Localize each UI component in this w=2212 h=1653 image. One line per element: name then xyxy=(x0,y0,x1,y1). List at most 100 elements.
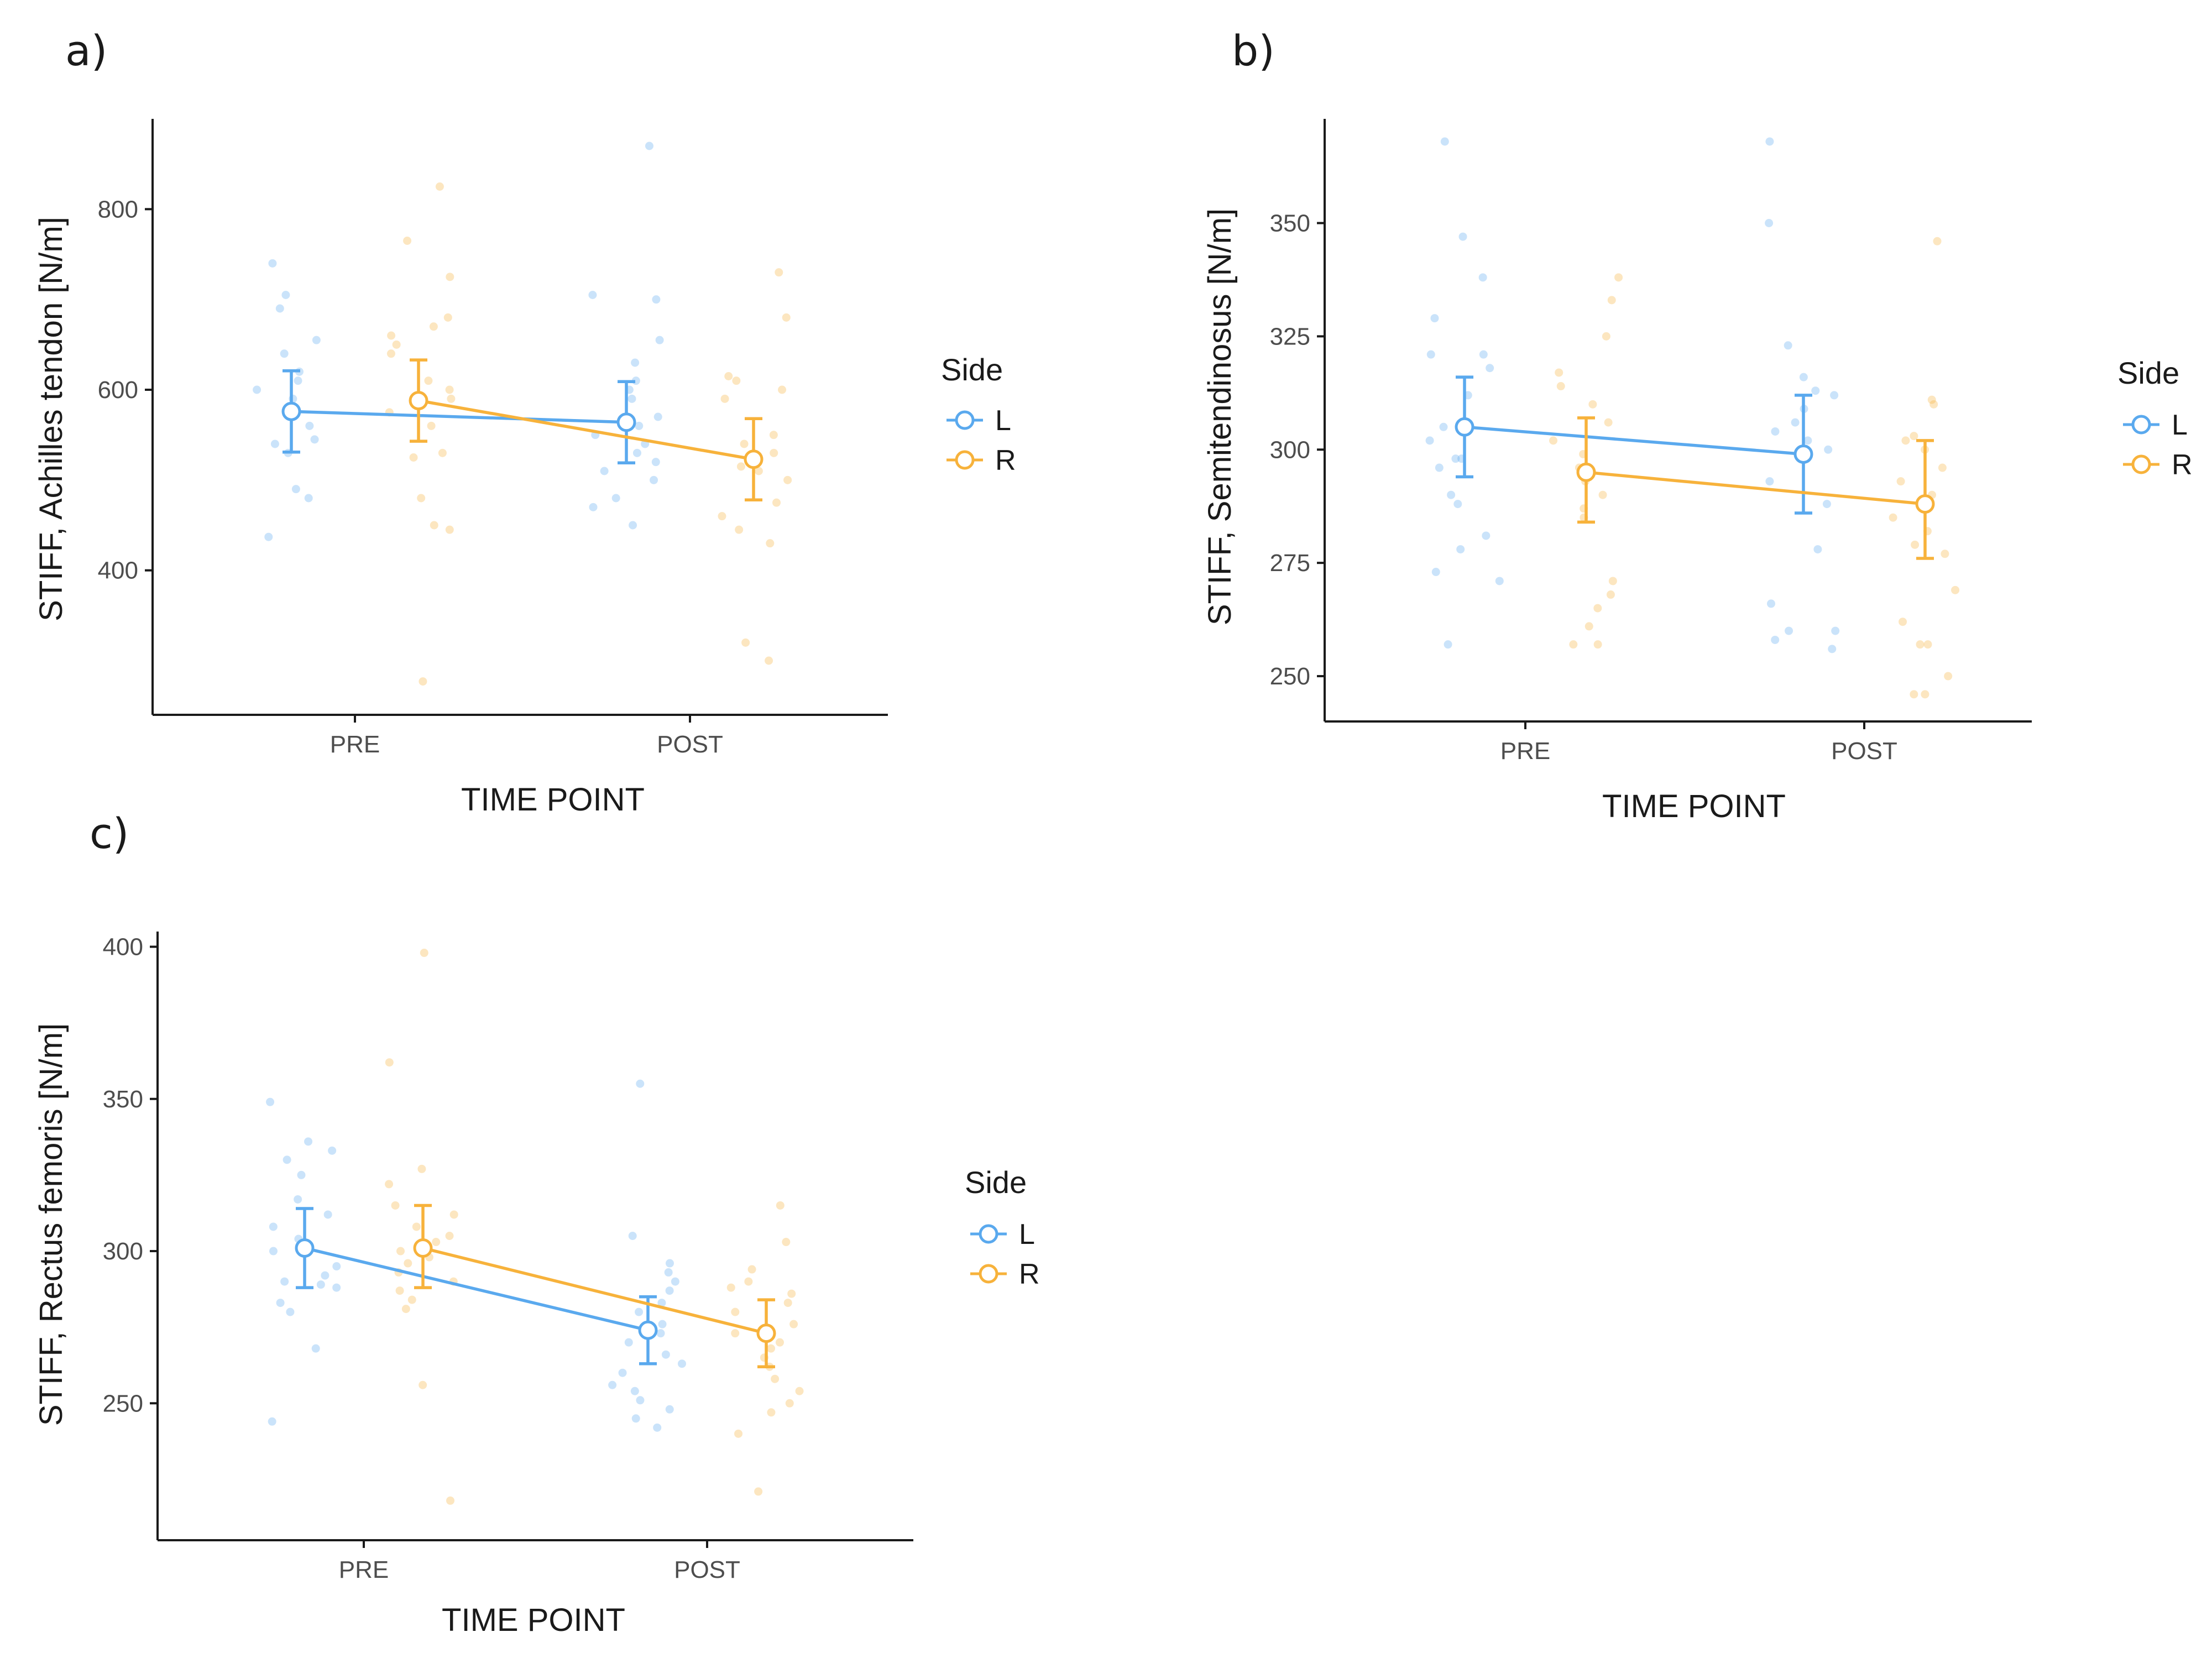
panel-c-plot-area: 250 300 350 400 PRE POST xyxy=(103,932,913,1583)
panel-b-data-point-R xyxy=(1585,622,1593,631)
panel-c-data-point-L xyxy=(653,1423,662,1432)
panel-b-x-tick-label: POST xyxy=(1831,737,1897,765)
panel-a-data-point-L xyxy=(281,291,290,299)
panel-b-data-point-L xyxy=(1824,445,1833,454)
panel-a-data-point-L xyxy=(291,485,300,494)
panel-c-data-point-R xyxy=(747,1265,756,1274)
panel-a-mean-marker-L xyxy=(616,412,636,432)
panel-c-data-point-L xyxy=(671,1277,679,1286)
panel-c-legend: Side L R xyxy=(965,1165,1040,1290)
panel-b-data-point-R xyxy=(1608,577,1617,585)
panel-c-data-point-L xyxy=(316,1280,325,1289)
panel-a-data-point-R xyxy=(430,521,438,530)
panel-c-data-point-R xyxy=(385,1180,394,1189)
panel-b-data-point-L xyxy=(1439,422,1448,431)
panel-c-data-point-L xyxy=(266,1097,275,1106)
panel-b-data-point-L xyxy=(1771,635,1780,644)
panel-c-data-point-L xyxy=(661,1350,670,1359)
panel-b-data-point-L xyxy=(1831,626,1840,635)
panel-a-data-point-L xyxy=(304,494,313,503)
panel-a-legend-marker-L xyxy=(955,410,975,430)
panel-c-mean-marker-R xyxy=(756,1324,776,1343)
panel-b-data-point-L xyxy=(1430,314,1439,323)
panel-a-data-point-L xyxy=(650,475,658,484)
panel-a-plot-area: 400 600 800 PRE POST xyxy=(98,119,888,758)
panel-a-data-point-R xyxy=(754,467,763,475)
panel-c-y-tick-label: 250 xyxy=(103,1390,143,1417)
panel-a-y-tick-label: 400 xyxy=(98,557,138,584)
panel-a-legend-label-L: L xyxy=(995,405,1011,437)
panel-a-data-point-R xyxy=(427,421,436,430)
panel-c-data-point-R xyxy=(417,1164,426,1173)
panel-b-data-point-L xyxy=(1435,463,1444,472)
panel-a-legend-title: Side xyxy=(941,352,1003,387)
panel-a-data-point-R xyxy=(720,394,729,403)
chart-panel-a: a) 400 600 800 PRE POST TIME POINT STIFF, Ac… xyxy=(33,26,1016,818)
panel-b-data-point-L xyxy=(1495,577,1504,585)
panel-c-data-point-L xyxy=(630,1387,639,1395)
panel-a-data-point-R xyxy=(770,448,778,457)
panel-c-x-axis-title: TIME POINT xyxy=(442,1602,625,1638)
panel-c-data-point-R xyxy=(446,1496,455,1505)
panel-c-data-point-L xyxy=(677,1359,686,1368)
panel-a-data-point-R xyxy=(732,376,741,385)
panel-c-data-point-R xyxy=(396,1247,405,1256)
panel-c-data-point-R xyxy=(789,1320,798,1328)
panel-c-points-L xyxy=(266,1079,686,1432)
panel-a-points-L xyxy=(253,142,664,541)
panel-b-data-point-L xyxy=(1766,599,1775,608)
panel-a-data-point-L xyxy=(655,336,664,344)
panel-a-data-point-R xyxy=(424,376,433,385)
panel-b-data-point-L xyxy=(1803,436,1812,445)
panel-b-data-point-R xyxy=(1549,436,1558,445)
panel-b-data-point-L xyxy=(1784,341,1792,350)
panel-a-data-point-L xyxy=(631,358,640,367)
panel-c-data-point-L xyxy=(286,1307,295,1316)
panel-b-data-point-R xyxy=(1604,418,1613,427)
panel-a-data-point-R xyxy=(782,313,791,322)
panel-b-y-tick-label: 250 xyxy=(1270,663,1310,690)
panel-c-data-point-L xyxy=(268,1417,276,1426)
panel-c-legend-title: Side xyxy=(965,1165,1027,1200)
panel-b-x-tick-label: PRE xyxy=(1500,737,1550,765)
panel-b-legend-label-L: L xyxy=(2172,409,2188,441)
panel-a-points-R xyxy=(385,182,792,686)
panel-c-data-point-L xyxy=(332,1262,341,1271)
panel-c-data-point-R xyxy=(432,1238,441,1247)
panel-b-data-point-L xyxy=(1830,391,1839,400)
panel-a-data-point-L xyxy=(275,304,284,313)
panel-b-data-point-L xyxy=(1765,137,1774,146)
panel-a-y-tick-label: 600 xyxy=(98,376,138,404)
panel-c-label: c) xyxy=(90,809,129,858)
panel-b-data-point-L xyxy=(1486,364,1494,373)
panel-c-data-point-R xyxy=(401,1305,410,1314)
panel-c-data-point-R xyxy=(419,1380,427,1389)
panel-a-y-axis-title: STIFF, Achilles tendon [N/m] xyxy=(33,217,69,621)
panel-a-data-point-L xyxy=(635,421,644,430)
panel-c-data-point-L xyxy=(624,1338,633,1347)
panel-b-data-point-L xyxy=(1425,436,1434,445)
panel-b-y-tick-label: 350 xyxy=(1270,210,1310,237)
panel-a-data-point-R xyxy=(724,372,733,380)
panel-a-x-axis-title: TIME POINT xyxy=(461,782,645,818)
panel-c-mean-marker-R xyxy=(413,1238,433,1258)
panel-c-series-line-R xyxy=(422,1246,767,1335)
panel-b-data-point-R xyxy=(1941,550,1949,558)
panel-c-data-point-R xyxy=(731,1307,740,1316)
panel-b-data-point-R xyxy=(1593,640,1602,649)
panel-c-legend-marker-R xyxy=(979,1264,998,1284)
panel-b-x-axis-title: TIME POINT xyxy=(1602,788,1786,824)
panel-b-data-point-R xyxy=(1606,590,1615,599)
panel-c-data-point-R xyxy=(395,1286,404,1295)
panel-b-data-point-L xyxy=(1458,232,1467,241)
panel-b-data-point-R xyxy=(1602,332,1610,341)
chart-panel-c: c) 250 300 350 400 PRE POST TIME POINT STIFF,… xyxy=(33,809,1040,1638)
panel-a-data-point-R xyxy=(429,322,438,331)
panel-b-data-point-L xyxy=(1811,386,1820,395)
panel-b-data-point-R xyxy=(1569,640,1578,649)
panel-b-data-point-R xyxy=(1929,400,1938,409)
panel-b-y-tick-label: 300 xyxy=(1270,436,1310,463)
panel-c-data-point-L xyxy=(311,1344,320,1353)
panel-a-mean-marker-R xyxy=(744,449,764,469)
panel-c-data-point-R xyxy=(407,1295,416,1304)
